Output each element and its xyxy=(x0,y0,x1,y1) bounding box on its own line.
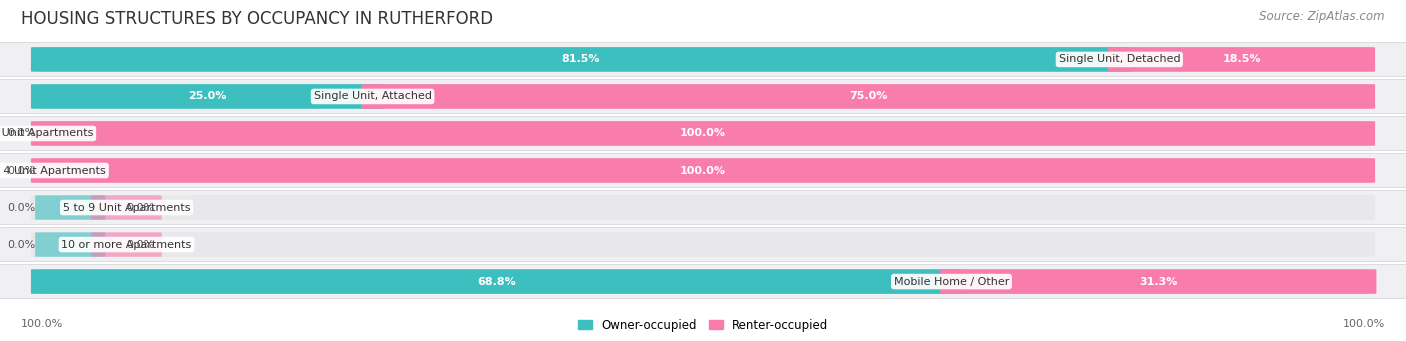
FancyBboxPatch shape xyxy=(1108,47,1375,72)
Text: 10 or more Apartments: 10 or more Apartments xyxy=(62,239,191,250)
Text: 0.0%: 0.0% xyxy=(7,129,35,138)
Text: 0.0%: 0.0% xyxy=(127,203,155,212)
Text: Single Unit, Attached: Single Unit, Attached xyxy=(314,91,432,102)
Text: Single Unit, Detached: Single Unit, Detached xyxy=(1059,55,1180,64)
FancyBboxPatch shape xyxy=(31,47,1130,72)
FancyBboxPatch shape xyxy=(31,195,1375,220)
FancyBboxPatch shape xyxy=(91,232,162,257)
Text: 100.0%: 100.0% xyxy=(681,129,725,138)
Text: 68.8%: 68.8% xyxy=(478,277,516,286)
FancyBboxPatch shape xyxy=(361,84,1375,109)
FancyBboxPatch shape xyxy=(31,158,1375,183)
FancyBboxPatch shape xyxy=(0,265,1406,299)
Text: 0.0%: 0.0% xyxy=(7,203,35,212)
FancyBboxPatch shape xyxy=(0,227,1406,262)
FancyBboxPatch shape xyxy=(31,84,1375,109)
Text: 81.5%: 81.5% xyxy=(561,55,600,64)
FancyBboxPatch shape xyxy=(91,195,162,220)
FancyBboxPatch shape xyxy=(31,269,1375,294)
FancyBboxPatch shape xyxy=(31,158,1375,183)
Text: 0.0%: 0.0% xyxy=(127,239,155,250)
Text: 75.0%: 75.0% xyxy=(849,91,887,102)
Text: 0.0%: 0.0% xyxy=(7,165,35,176)
FancyBboxPatch shape xyxy=(31,84,384,109)
FancyBboxPatch shape xyxy=(0,153,1406,188)
FancyBboxPatch shape xyxy=(31,121,1375,146)
FancyBboxPatch shape xyxy=(941,269,1376,294)
FancyBboxPatch shape xyxy=(31,232,1375,257)
FancyBboxPatch shape xyxy=(31,269,963,294)
Text: 2 Unit Apartments: 2 Unit Apartments xyxy=(0,129,93,138)
FancyBboxPatch shape xyxy=(0,116,1406,150)
Text: 25.0%: 25.0% xyxy=(188,91,226,102)
Text: 100.0%: 100.0% xyxy=(21,319,63,329)
Text: 0.0%: 0.0% xyxy=(7,239,35,250)
Text: 100.0%: 100.0% xyxy=(1343,319,1385,329)
Text: 31.3%: 31.3% xyxy=(1139,277,1177,286)
FancyBboxPatch shape xyxy=(35,232,105,257)
Text: 100.0%: 100.0% xyxy=(681,165,725,176)
Legend: Owner-occupied, Renter-occupied: Owner-occupied, Renter-occupied xyxy=(574,315,832,335)
FancyBboxPatch shape xyxy=(0,42,1406,76)
FancyBboxPatch shape xyxy=(31,121,1375,146)
Text: Source: ZipAtlas.com: Source: ZipAtlas.com xyxy=(1260,10,1385,23)
FancyBboxPatch shape xyxy=(0,79,1406,114)
Text: 3 or 4 Unit Apartments: 3 or 4 Unit Apartments xyxy=(0,165,105,176)
Text: Mobile Home / Other: Mobile Home / Other xyxy=(894,277,1010,286)
FancyBboxPatch shape xyxy=(0,191,1406,225)
Text: 18.5%: 18.5% xyxy=(1222,55,1261,64)
FancyBboxPatch shape xyxy=(35,195,105,220)
Text: 5 to 9 Unit Apartments: 5 to 9 Unit Apartments xyxy=(63,203,190,212)
Text: HOUSING STRUCTURES BY OCCUPANCY IN RUTHERFORD: HOUSING STRUCTURES BY OCCUPANCY IN RUTHE… xyxy=(21,10,494,28)
FancyBboxPatch shape xyxy=(31,47,1375,72)
